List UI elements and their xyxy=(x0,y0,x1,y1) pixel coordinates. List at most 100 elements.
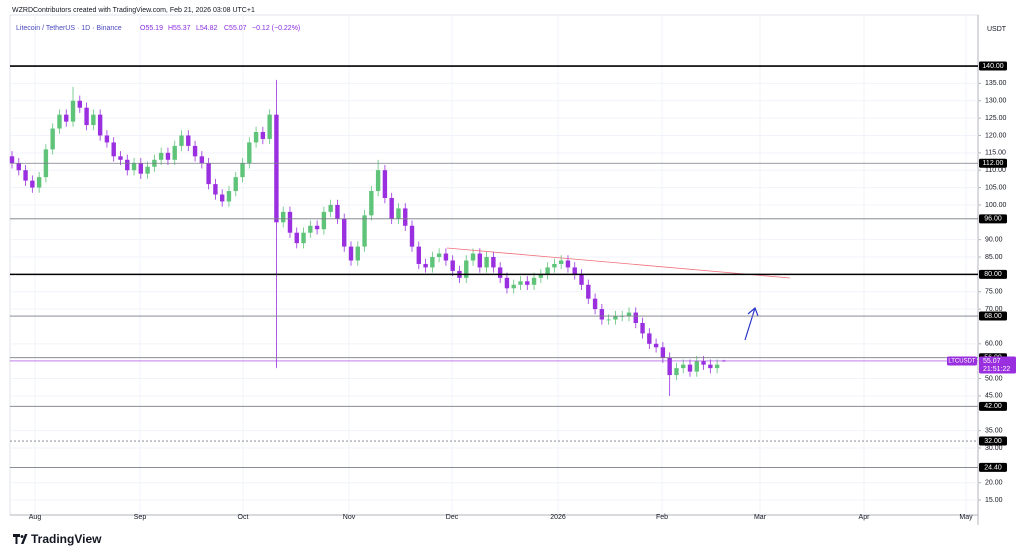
candle-body xyxy=(16,163,21,171)
symbol-badge xyxy=(947,356,977,366)
candle-body xyxy=(545,267,550,275)
level-badge xyxy=(979,401,1007,411)
y-tick-label: 60.00 xyxy=(985,341,1003,348)
level-label: 32.00 xyxy=(984,438,1002,445)
legend-low: L54.82 xyxy=(196,25,218,32)
candle-body xyxy=(64,114,69,122)
y-tick-label: 110.00 xyxy=(985,167,1006,174)
x-tick-label: Feb xyxy=(656,514,668,521)
candle-body xyxy=(219,194,225,202)
brand-logo xyxy=(13,534,28,544)
candle-body xyxy=(199,156,205,164)
candle-body xyxy=(342,218,347,247)
candle-body xyxy=(77,100,82,108)
candle-body xyxy=(186,135,191,146)
candle-body xyxy=(355,246,360,261)
level-label: 96.00 xyxy=(984,216,1002,223)
y-tick-label: 115.00 xyxy=(985,150,1006,157)
candle-body xyxy=(213,184,218,195)
candle-body xyxy=(565,260,571,268)
candle-body xyxy=(694,361,699,372)
candle-body xyxy=(667,357,672,376)
candle-body xyxy=(396,208,401,219)
candle-body xyxy=(416,246,421,264)
x-tick-label: Apr xyxy=(859,514,871,521)
candle-body xyxy=(172,145,177,160)
level-badge xyxy=(979,311,1007,321)
candle-body xyxy=(477,253,483,268)
candle-body xyxy=(91,114,96,126)
candle-body xyxy=(247,142,252,164)
candle-body xyxy=(36,177,42,188)
candle-body xyxy=(436,253,442,258)
arrow-annotation xyxy=(744,306,759,341)
candle-body xyxy=(518,281,523,285)
candle-body xyxy=(240,163,245,178)
candle-body xyxy=(97,114,103,136)
level-badge xyxy=(979,436,1007,446)
candle-body xyxy=(138,163,144,174)
candle-body xyxy=(118,156,123,160)
y-tick-label: 50.00 xyxy=(985,375,1003,382)
candle-body xyxy=(674,368,679,376)
candle-body xyxy=(470,253,476,261)
candle-body xyxy=(70,100,76,122)
candle-body xyxy=(511,284,516,289)
candle-body xyxy=(504,277,510,289)
candle-body xyxy=(179,135,184,146)
level-badge xyxy=(979,61,1007,71)
candle-body xyxy=(708,364,713,369)
candle-body xyxy=(443,253,449,261)
x-tick-label: Oct xyxy=(238,514,249,521)
candle-body xyxy=(640,322,645,334)
candle-body xyxy=(308,225,313,233)
legend-change: −0.12 (−0.22%) xyxy=(252,25,300,32)
level-label: 42.00 xyxy=(984,403,1002,410)
candle-body xyxy=(531,277,537,285)
candle-body xyxy=(145,166,150,174)
x-tick-label: Nov xyxy=(343,514,356,521)
candle-body xyxy=(579,274,584,285)
candle-body xyxy=(484,257,489,268)
candle-body xyxy=(165,152,171,160)
level-badge xyxy=(979,158,1007,168)
candle-body xyxy=(314,225,320,230)
candle-body xyxy=(84,107,89,126)
candle-body xyxy=(606,319,611,321)
y-tick-label: 85.00 xyxy=(985,254,1003,261)
level-badge xyxy=(979,214,1007,224)
header: WZRDContributors created with TradingVie… xyxy=(12,7,255,14)
y-tick-label: 45.00 xyxy=(985,393,1003,400)
candle-body xyxy=(687,364,693,372)
level-label: 24.40 xyxy=(984,464,1002,471)
candle-body xyxy=(274,114,279,223)
level-badge xyxy=(979,269,1007,279)
candle-body xyxy=(375,170,381,192)
candle-body xyxy=(362,215,367,247)
candle-body xyxy=(335,204,340,219)
candle-body xyxy=(328,204,333,212)
candle-body xyxy=(294,232,299,244)
candle-body xyxy=(369,191,374,216)
y-tick-label: 70.00 xyxy=(985,306,1003,313)
candle-body xyxy=(233,177,238,192)
y-tick-label: 15.00 xyxy=(985,497,1003,504)
candle-body xyxy=(301,232,306,244)
level-label: 68.00 xyxy=(984,313,1002,320)
candle-body xyxy=(681,364,686,369)
candle-body xyxy=(647,333,652,344)
y-tick-label: 75.00 xyxy=(985,289,1003,296)
y-tick-label: 130.00 xyxy=(985,98,1007,105)
y-tick-label: 105.00 xyxy=(985,184,1007,191)
candle-body xyxy=(497,267,503,278)
candle-body xyxy=(260,132,266,139)
candle-body xyxy=(287,211,293,233)
level-label: 80.00 xyxy=(984,271,1002,278)
brand: TradingView xyxy=(31,532,102,546)
level-label: 140.00 xyxy=(982,63,1004,70)
level-badge xyxy=(979,462,1007,472)
y-tick-label: 120.00 xyxy=(985,132,1007,139)
candle-body xyxy=(586,284,591,299)
